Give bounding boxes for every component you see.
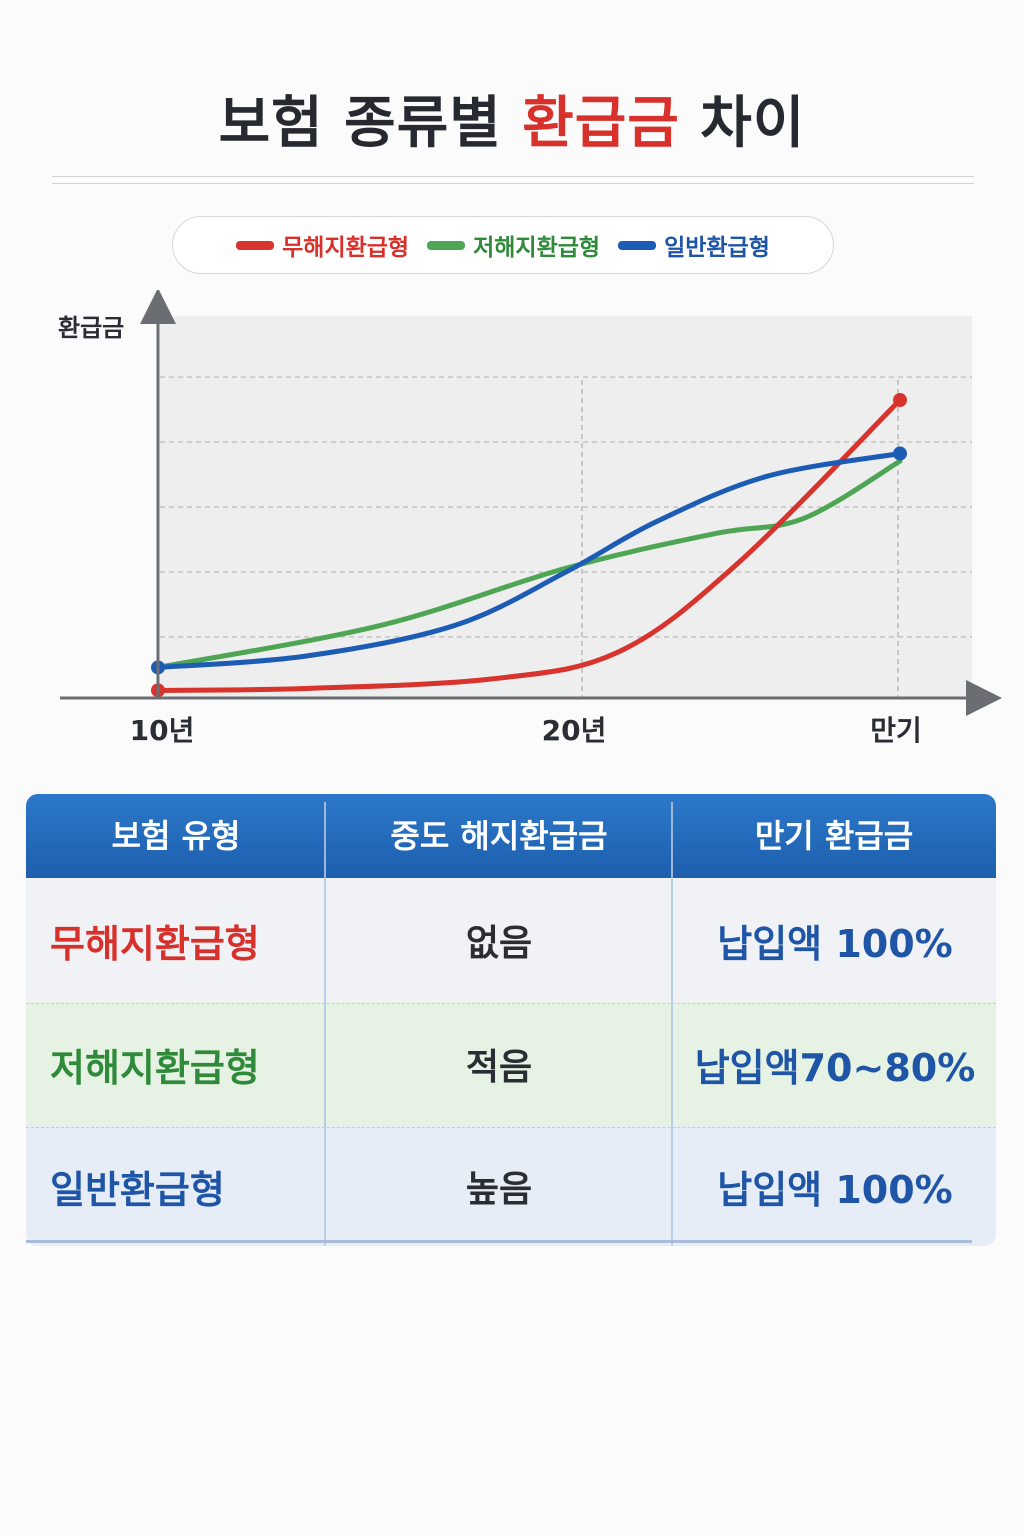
comparison-table: 보험 유형 중도 해지환급금 만기 환급금 무해지환급형 없음 납입액 100%… [26, 794, 996, 1246]
x-tick-label: 10년 [130, 714, 195, 747]
page-title: 보험 종류별 환급금 차이 [0, 78, 1024, 159]
row-midterm: 높음 [465, 1169, 533, 1210]
refund-line-chart: 환급금 10년 20년 만기 [58, 290, 1002, 747]
legend-swatch-blue [618, 240, 657, 250]
header-divider [324, 802, 326, 878]
series-line-low-refund [155, 458, 903, 670]
table-header: 보험 유형 중도 해지환급금 만기 환급금 [26, 794, 996, 878]
row-divider [26, 1127, 996, 1128]
title-accent: 환급금 [522, 91, 680, 156]
chart-legend: 무해지환급형 저해지환급형 일반환급형 [172, 216, 834, 274]
column-divider [324, 878, 326, 1246]
series-line-no-refund [155, 397, 903, 693]
row-midterm: 적음 [465, 1047, 533, 1088]
legend-label: 저해지환급형 [473, 235, 601, 261]
table-row: 일반환급형 높음 납입액 100% [26, 1126, 996, 1246]
header-divider [671, 802, 673, 878]
title-prefix: 보험 종류별 [218, 91, 523, 156]
header-cell-type: 보험 유형 [111, 817, 241, 855]
title-suffix: 차이 [679, 91, 806, 156]
end-point-blue [893, 446, 907, 461]
column-divider [671, 878, 673, 1246]
legend-item-standard-refund: 일반환급형 [618, 228, 770, 262]
header-cell-midterm: 중도 해지환급금 [390, 817, 608, 855]
legend-label: 무해지환급형 [282, 235, 410, 261]
row-type: 일반환급형 [50, 1167, 225, 1212]
title-divider [52, 176, 974, 177]
row-maturity: 납입액 100% [717, 921, 953, 966]
row-midterm: 없음 [465, 923, 533, 964]
series-group [151, 393, 907, 698]
row-divider [26, 1003, 996, 1004]
row-maturity: 납입액 100% [717, 1167, 953, 1212]
series-line-standard-refund [155, 451, 903, 670]
y-axis-label: 환급금 [58, 314, 124, 342]
end-point-red [893, 393, 907, 408]
table-row: 저해지환급형 적음 납입액70~80% [26, 1002, 996, 1126]
legend-item-no-refund: 무해지환급형 [236, 228, 409, 262]
row-type: 무해지환급형 [50, 921, 260, 966]
legend-swatch-green [427, 240, 466, 250]
legend-label: 일반환급형 [664, 235, 770, 261]
header-cell-maturity: 만기 환급금 [754, 817, 914, 855]
row-maturity: 납입액70~80% [694, 1045, 976, 1090]
legend-item-low-refund: 저해지환급형 [427, 228, 600, 262]
legend-swatch-red [236, 240, 275, 250]
table-row: 무해지환급형 없음 납입액 100% [26, 878, 996, 1002]
row-type: 저해지환급형 [50, 1045, 260, 1090]
x-tick-label: 20년 [542, 714, 607, 747]
x-tick-label: 만기 [870, 714, 922, 747]
table-bottom-rule [26, 1240, 972, 1243]
title-divider-secondary [52, 183, 974, 184]
